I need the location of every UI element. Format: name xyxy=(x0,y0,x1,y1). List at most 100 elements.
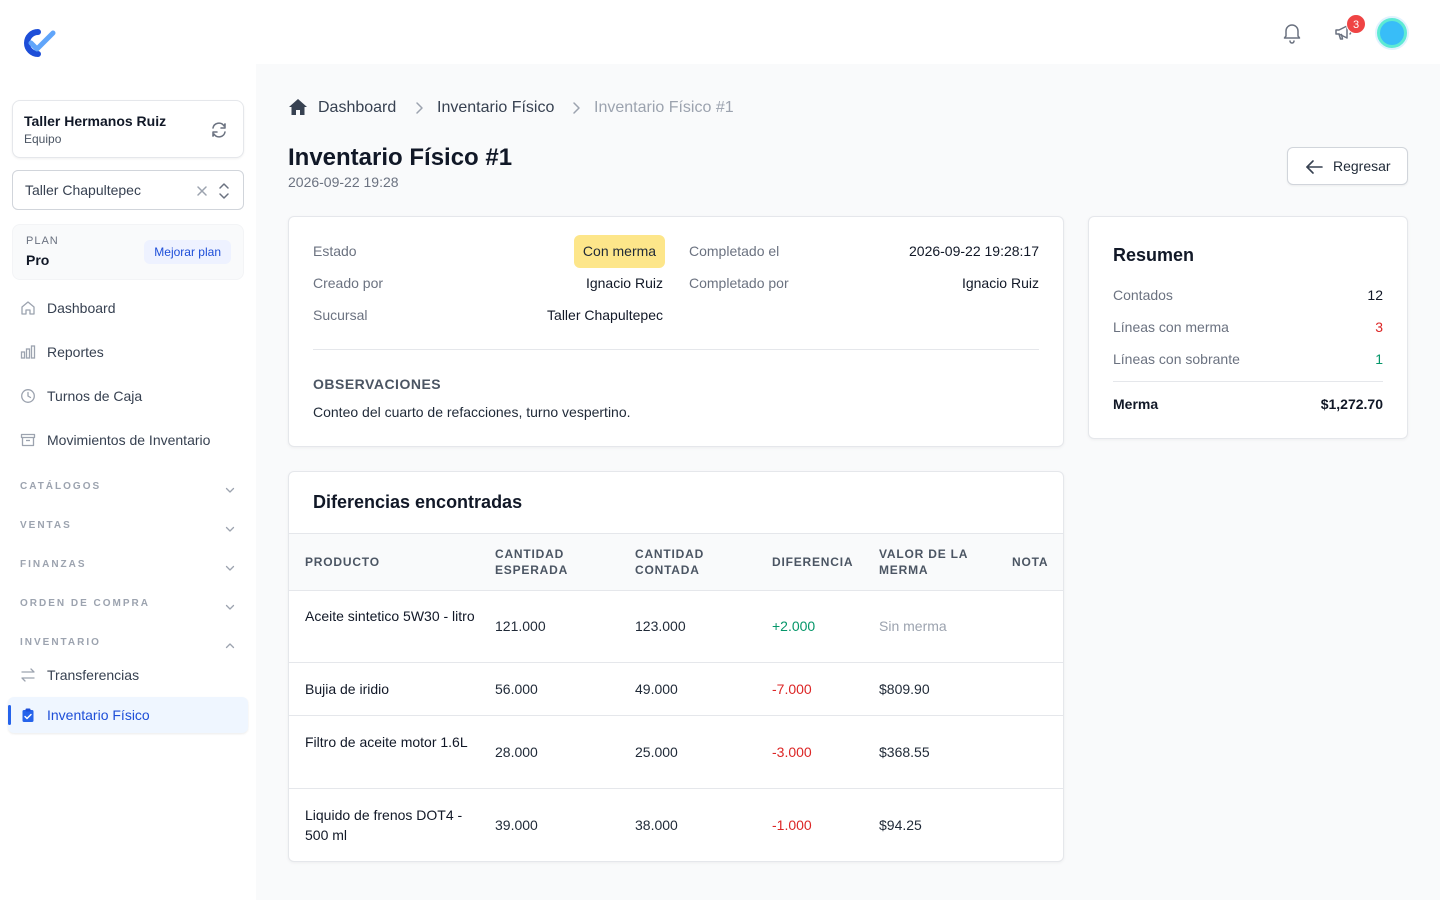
section-label: ORDEN DE COMPRA xyxy=(20,598,151,609)
completado-el-value: 2026-09-22 19:28:17 xyxy=(909,243,1039,259)
branch-select[interactable]: Taller Chapultepec xyxy=(12,170,244,210)
cell-producto: Filtro de aceite motor 1.6L xyxy=(305,734,468,750)
sucursal-label: Sucursal xyxy=(313,307,368,323)
observaciones-title: OBSERVACIONES xyxy=(313,376,442,392)
sucursal-value: Taller Chapultepec xyxy=(547,307,663,323)
column-header-cantidad-contada: CANTIDAD CONTADA xyxy=(635,547,705,577)
sidebar-item-movimientos-de-inventario[interactable]: Movimientos de Inventario xyxy=(8,422,248,458)
estado-label: Estado xyxy=(313,243,357,259)
merma-lines-label: Líneas con merma xyxy=(1113,319,1229,335)
bell-icon[interactable] xyxy=(1280,20,1304,44)
cell-esperada: 56.000 xyxy=(495,681,538,697)
table-row: Filtro de aceite motor 1.6L 28.000 25.00… xyxy=(289,716,1063,789)
avatar-image xyxy=(1380,21,1404,45)
topbar: 3 xyxy=(256,0,1440,64)
section-label: CATÁLOGOS xyxy=(20,481,102,492)
clock-icon xyxy=(20,388,36,404)
column-header-nota: NOTA xyxy=(1012,555,1049,569)
section-orden-de-compra[interactable]: ORDEN DE COMPRA xyxy=(20,596,236,612)
cell-contada: 38.000 xyxy=(635,817,678,833)
breadcrumb-inventario-fisico[interactable]: Inventario Físico xyxy=(437,99,555,116)
cell-diferencia: +2.000 xyxy=(772,618,816,634)
cell-esperada: 39.000 xyxy=(495,817,538,833)
creado-por-label: Creado por xyxy=(313,275,384,291)
column-header-diferencia: DIFERENCIA xyxy=(772,555,854,569)
clear-icon[interactable] xyxy=(195,184,209,198)
sidebar-item-inventario-fisico[interactable]: Inventario Físico xyxy=(8,697,248,733)
cell-producto: Aceite sintetico 5W30 - litro xyxy=(305,608,475,624)
cell-diferencia: -3.000 xyxy=(772,744,812,760)
creado-por-value: Ignacio Ruiz xyxy=(585,275,663,291)
breadcrumb-dashboard[interactable]: Dashboard xyxy=(318,99,397,116)
sidebar-item-label: Movimientos de Inventario xyxy=(47,432,211,448)
divider xyxy=(313,349,1039,350)
section-label: FINANZAS xyxy=(20,559,87,570)
sidebar-item-turnos-de-caja[interactable]: Turnos de Caja xyxy=(8,378,248,414)
completado-el-label: Completado el xyxy=(689,243,780,259)
breadcrumb-current: Inventario Físico #1 xyxy=(594,99,734,116)
announcements-count-badge: 3 xyxy=(1346,14,1366,34)
page-title: Inventario Físico #1 xyxy=(288,144,513,171)
sidebar-item-transferencias[interactable]: Transferencias xyxy=(8,657,248,693)
user-avatar[interactable] xyxy=(1375,16,1409,50)
column-header-producto: PRODUCTO xyxy=(305,555,380,569)
cell-contada: 49.000 xyxy=(635,681,678,697)
back-button-label: Regresar xyxy=(1333,158,1391,174)
branch-select-value: Taller Chapultepec xyxy=(25,182,141,198)
table-row: Liquido de frenos DOT4 - 500 ml 39.000 3… xyxy=(289,789,1063,861)
summary-card: Resumen Contados 12 Líneas con merma 3 L… xyxy=(1088,216,1408,439)
upgrade-plan-button[interactable]: Mejorar plan xyxy=(144,240,231,264)
column-header-valor-merma: VALOR DE LA MERMA xyxy=(879,547,968,577)
sidebar: Taller Hermanos Ruiz Equipo Taller Chapu… xyxy=(0,0,256,900)
chevron-right-icon xyxy=(569,101,583,115)
differences-card: Diferencias encontradas PRODUCTO CANTIDA… xyxy=(288,471,1064,862)
section-label: VENTAS xyxy=(20,520,72,531)
cell-producto: Bujia de iridio xyxy=(305,681,390,697)
cell-valor: Sin merma xyxy=(879,618,947,634)
archive-box-icon xyxy=(20,432,36,448)
team-name: Taller Hermanos Ruiz xyxy=(24,113,167,129)
cell-diferencia: -1.000 xyxy=(772,817,812,833)
section-ventas[interactable]: VENTAS xyxy=(20,518,236,534)
arrow-left-icon xyxy=(1305,159,1323,175)
sidebar-item-label: Turnos de Caja xyxy=(47,388,143,404)
section-catalogos[interactable]: CATÁLOGOS xyxy=(20,479,236,495)
sidebar-item-label: Inventario Físico xyxy=(47,707,150,723)
chart-bar-icon xyxy=(20,344,36,360)
merma-total-value: $1,272.70 xyxy=(1320,396,1383,412)
page-date: 2026-09-22 19:28 xyxy=(288,174,399,190)
switch-team-icon[interactable] xyxy=(209,120,229,140)
cell-producto: Liquido de frenos DOT4 - 500 ml xyxy=(305,807,463,843)
plan-box: PLAN Pro Mejorar plan xyxy=(12,224,244,280)
status-badge: Con merma xyxy=(574,235,665,268)
chevron-up-down-icon[interactable] xyxy=(217,182,231,200)
section-finanzas[interactable]: FINANZAS xyxy=(20,557,236,573)
table-row: Aceite sintetico 5W30 - litro 121.000 12… xyxy=(289,590,1063,663)
table-row: Bujia de iridio 56.000 49.000 -7.000 $80… xyxy=(289,663,1063,716)
cell-contada: 25.000 xyxy=(635,744,678,760)
sidebar-item-label: Reportes xyxy=(47,344,104,360)
sobrante-lines-value: 1 xyxy=(1375,351,1383,367)
differences-title: Diferencias encontradas xyxy=(313,492,523,512)
sidebar-item-label: Dashboard xyxy=(47,300,116,316)
chevron-right-icon xyxy=(412,101,426,115)
section-inventario[interactable]: INVENTARIO xyxy=(20,635,236,651)
plan-label: PLAN xyxy=(26,235,59,247)
cell-valor: $368.55 xyxy=(879,744,930,760)
sidebar-item-label: Transferencias xyxy=(47,667,140,683)
cell-valor: $94.25 xyxy=(879,817,922,833)
section-label: INVENTARIO xyxy=(20,637,101,648)
chevron-down-icon xyxy=(224,521,236,532)
app-logo[interactable] xyxy=(20,28,56,58)
back-button[interactable]: Regresar xyxy=(1287,147,1408,185)
merma-lines-value: 3 xyxy=(1375,319,1383,335)
chevron-up-icon xyxy=(224,638,236,649)
sidebar-item-dashboard[interactable]: Dashboard xyxy=(8,290,248,326)
divider xyxy=(1113,381,1383,382)
chevron-down-icon xyxy=(224,560,236,571)
team-switcher[interactable]: Taller Hermanos Ruiz Equipo xyxy=(12,100,244,158)
sidebar-item-reportes[interactable]: Reportes xyxy=(8,334,248,370)
contados-label: Contados xyxy=(1113,287,1173,303)
sobrante-lines-label: Líneas con sobrante xyxy=(1113,351,1240,367)
home-icon[interactable] xyxy=(288,98,308,116)
